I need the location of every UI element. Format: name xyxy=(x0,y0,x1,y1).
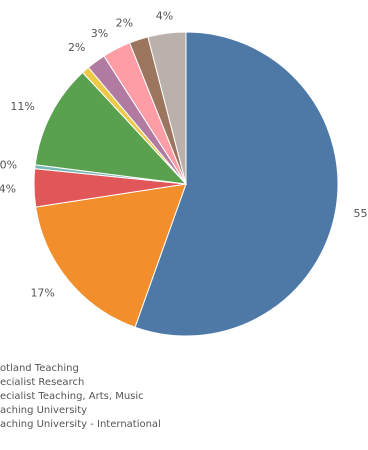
pie-label-7: 3% xyxy=(91,27,108,40)
pie-slice-1[interactable] xyxy=(35,183,187,328)
pie-label-8: 2% xyxy=(116,17,133,30)
pie-label-2: 4% xyxy=(0,182,16,195)
pie-label-1: 17% xyxy=(30,286,54,299)
pie-label-4: 11% xyxy=(10,100,34,113)
pie-slice-0[interactable] xyxy=(134,31,339,337)
pie-label-6: 2% xyxy=(68,41,85,54)
pie-label-3: 0% xyxy=(0,159,17,172)
legend-item[interactable]: ecialist Teaching, Arts, Music xyxy=(0,391,144,402)
pie-label-0: 55% xyxy=(354,207,368,220)
legend-item[interactable]: aching University - International xyxy=(0,419,161,430)
legend-item[interactable]: ecialist Research xyxy=(0,377,85,388)
legend-item[interactable]: otland Teaching xyxy=(0,363,79,374)
pie-chart: 55% 17% 4% 0% 11% 2% 3% 2% 4% xyxy=(0,9,368,337)
legend: otland Teaching ecialist Research eciali… xyxy=(0,362,368,432)
pie-slices xyxy=(33,31,339,337)
pie-labels: 55% 17% 4% 0% 11% 2% 3% 2% 4% xyxy=(0,9,368,299)
pie-label-9: 4% xyxy=(156,9,173,22)
legend-item[interactable]: aching University xyxy=(0,405,88,416)
pie-slice-4[interactable] xyxy=(34,71,188,185)
pie-slice-9[interactable] xyxy=(147,31,187,185)
